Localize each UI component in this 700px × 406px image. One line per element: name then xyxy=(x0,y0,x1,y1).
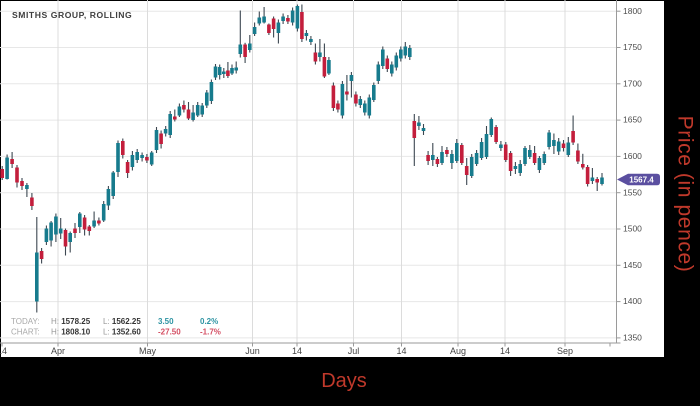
svg-text:1750: 1750 xyxy=(623,42,642,52)
svg-text:Aug: Aug xyxy=(450,346,466,356)
svg-text:L: 1352.60: L: 1352.60 xyxy=(103,328,141,337)
svg-text:14: 14 xyxy=(500,346,510,356)
svg-text:CHART:: CHART: xyxy=(11,328,40,337)
svg-text:1600: 1600 xyxy=(623,151,642,161)
svg-text:May: May xyxy=(139,346,157,356)
svg-text:14: 14 xyxy=(396,346,406,356)
svg-text:1567.4: 1567.4 xyxy=(629,175,654,184)
svg-text:Apr: Apr xyxy=(51,346,65,356)
svg-text:1550: 1550 xyxy=(623,187,642,197)
svg-text:1650: 1650 xyxy=(623,115,642,125)
svg-text:14: 14 xyxy=(0,346,7,356)
svg-text:1800: 1800 xyxy=(623,6,642,16)
svg-text:TODAY:: TODAY: xyxy=(11,317,40,326)
svg-text:1500: 1500 xyxy=(623,224,642,234)
svg-text:Price (in pence): Price (in pence) xyxy=(674,116,697,273)
svg-text:14: 14 xyxy=(292,346,302,356)
svg-text:0.2%: 0.2% xyxy=(200,317,218,326)
svg-text:H: 1808.10: H: 1808.10 xyxy=(51,328,91,337)
svg-text:H: 1578.25: H: 1578.25 xyxy=(51,317,91,326)
svg-text:1400: 1400 xyxy=(623,296,642,306)
svg-text:-1.7%: -1.7% xyxy=(200,328,221,337)
svg-text:Sep: Sep xyxy=(557,346,573,356)
svg-text:1350: 1350 xyxy=(623,333,642,343)
svg-text:-27.50: -27.50 xyxy=(158,328,181,337)
svg-text:SMITHS GROUP, ROLLING: SMITHS GROUP, ROLLING xyxy=(12,10,132,20)
svg-text:L: 1562.25: L: 1562.25 xyxy=(103,317,141,326)
svg-text:Jun: Jun xyxy=(245,346,260,356)
svg-text:1450: 1450 xyxy=(623,260,642,270)
svg-text:Days: Days xyxy=(321,370,367,392)
svg-text:3.50: 3.50 xyxy=(158,317,174,326)
svg-text:1700: 1700 xyxy=(623,78,642,88)
svg-text:Jul: Jul xyxy=(348,346,360,356)
